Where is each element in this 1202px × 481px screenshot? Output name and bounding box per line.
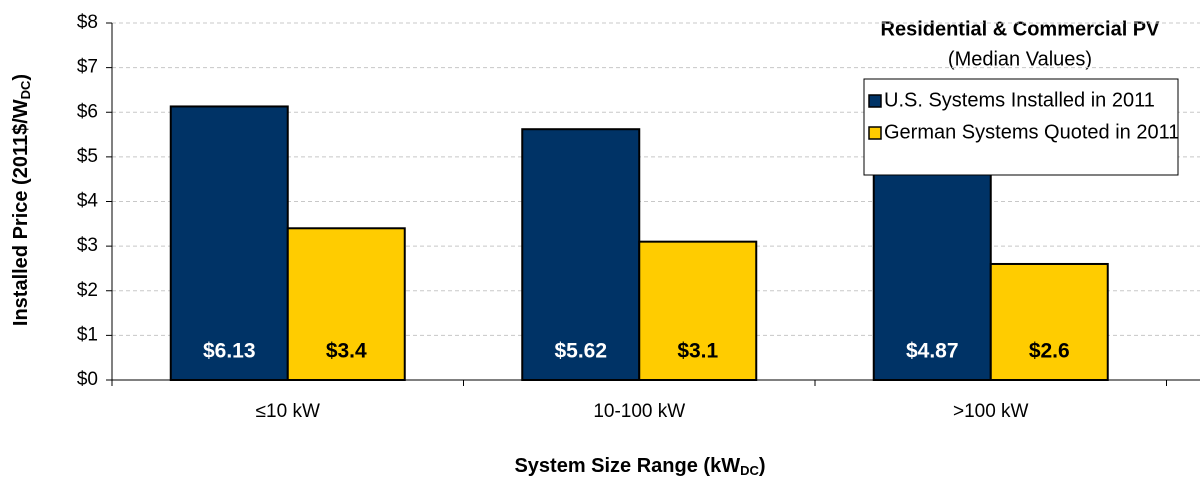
y-tick-label: $5 [77,146,98,167]
legend-label: U.S. Systems Installed in 2011 [884,89,1155,111]
y-tick-label: $0 [77,369,98,390]
y-tick-label: $4 [77,191,99,212]
x-axis-title-sub: DC [740,463,759,478]
bar [286,227,406,381]
y-axis-title: Installed Price (2011$/WDC) [10,74,33,326]
bar [521,128,641,381]
legend-box [863,78,1179,176]
value-label: $3.1 [677,340,718,363]
y-tick-label: $7 [77,57,98,78]
legend-swatch [868,94,882,108]
value-label: $5.62 [554,340,607,363]
x-tick-label: 10-100 kW [593,401,685,422]
y-tick-label: $6 [77,101,98,122]
value-label: $6.13 [203,340,256,363]
x-tick-label: >100 kW [953,401,1029,422]
y-tick-label: $8 [77,12,98,33]
y-tick-label: $1 [77,324,98,345]
legend-label: German Systems Quoted in 2011 [884,121,1179,143]
bar [638,240,758,381]
value-label: $4.87 [906,340,959,363]
value-label: $3.4 [326,340,367,363]
y-tick-label: $3 [77,235,98,256]
bar [989,262,1109,382]
bar [169,105,289,381]
x-axis-title-end: ) [759,455,766,477]
y-axis-title-end: ) [10,74,32,81]
value-label: $2.6 [1029,340,1070,363]
y-tick-label: $2 [77,280,98,301]
x-tick-label: ≤10 kW [256,401,320,422]
legend-title: Residential & Commercial PV [881,18,1161,40]
y-axis-title-sub: DC [18,80,33,99]
legend-subtitle: (Median Values) [948,48,1092,70]
legend-swatch [868,126,882,140]
x-axis-title-text: System Size Range (kW [514,455,740,477]
y-axis-title-text: Installed Price (2011$/W [10,99,32,326]
x-axis-title: System Size Range (kWDC) [514,455,765,478]
